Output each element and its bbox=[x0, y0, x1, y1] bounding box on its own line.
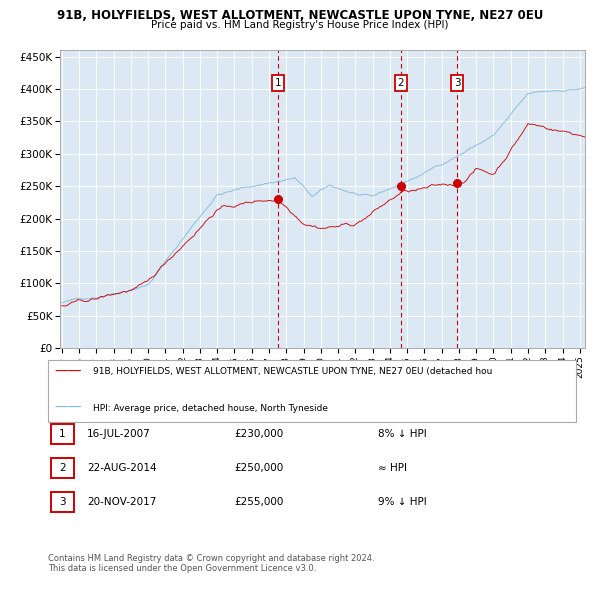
Text: 3: 3 bbox=[454, 78, 460, 88]
Text: Price paid vs. HM Land Registry's House Price Index (HPI): Price paid vs. HM Land Registry's House … bbox=[151, 20, 449, 30]
Text: This data is licensed under the Open Government Licence v3.0.: This data is licensed under the Open Gov… bbox=[48, 565, 316, 573]
Text: 2: 2 bbox=[59, 463, 66, 473]
Text: ——: —— bbox=[54, 365, 82, 379]
Text: 1: 1 bbox=[275, 78, 281, 88]
Text: ≈ HPI: ≈ HPI bbox=[378, 463, 407, 473]
Text: 9% ↓ HPI: 9% ↓ HPI bbox=[378, 497, 427, 507]
Text: ——: —— bbox=[54, 401, 82, 415]
Text: 2: 2 bbox=[398, 78, 404, 88]
Text: HPI: Average price, detached house, North Tyneside: HPI: Average price, detached house, Nort… bbox=[93, 404, 328, 413]
Text: 16-JUL-2007: 16-JUL-2007 bbox=[87, 429, 151, 438]
Text: 8% ↓ HPI: 8% ↓ HPI bbox=[378, 429, 427, 438]
Text: 22-AUG-2014: 22-AUG-2014 bbox=[87, 463, 157, 473]
Text: 91B, HOLYFIELDS, WEST ALLOTMENT, NEWCASTLE UPON TYNE, NE27 0EU: 91B, HOLYFIELDS, WEST ALLOTMENT, NEWCAST… bbox=[57, 9, 543, 22]
Text: £250,000: £250,000 bbox=[234, 463, 283, 473]
Text: 91B, HOLYFIELDS, WEST ALLOTMENT, NEWCASTLE UPON TYNE, NE27 0EU (detached hou: 91B, HOLYFIELDS, WEST ALLOTMENT, NEWCAST… bbox=[93, 367, 493, 376]
Text: 20-NOV-2017: 20-NOV-2017 bbox=[87, 497, 157, 507]
Text: Contains HM Land Registry data © Crown copyright and database right 2024.: Contains HM Land Registry data © Crown c… bbox=[48, 554, 374, 563]
Text: 3: 3 bbox=[59, 497, 66, 507]
Text: £255,000: £255,000 bbox=[234, 497, 283, 507]
Text: 1: 1 bbox=[59, 429, 66, 438]
Text: £230,000: £230,000 bbox=[234, 429, 283, 438]
